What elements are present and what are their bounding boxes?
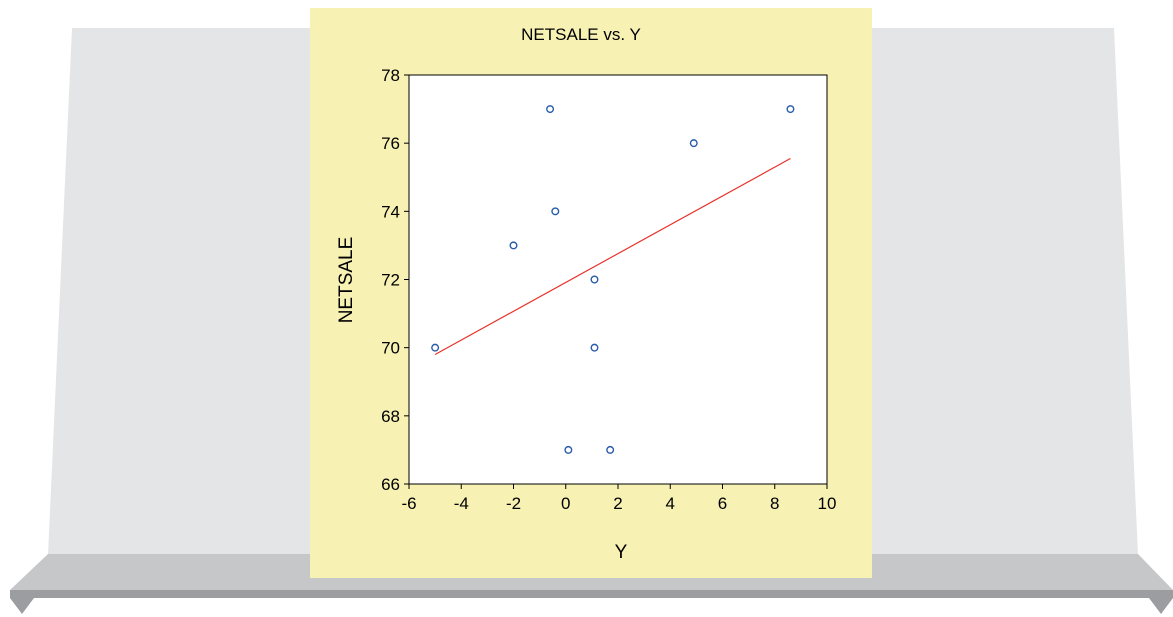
data-point	[551, 207, 560, 216]
x-axis: -6 -4 -2 0 2 4 6 8 10	[401, 484, 836, 513]
right-arrow-icon	[1149, 598, 1173, 614]
chart-panel: NETSALE vs. Y 66 68 70 72 74 76 78 -6 -4 -2 0 2 4 6 8…	[310, 8, 872, 578]
x-tick-label: 8	[770, 494, 779, 513]
data-point	[431, 343, 440, 352]
y-axis: 66 68 70 72 74 76 78	[381, 66, 409, 494]
x-tick-label: 2	[613, 494, 622, 513]
data-point	[689, 139, 698, 148]
x-tick-label: -6	[401, 494, 416, 513]
y-axis-label: NETSALE	[336, 237, 357, 324]
data-points	[431, 105, 795, 454]
data-point	[509, 241, 518, 250]
data-point	[590, 275, 599, 284]
x-tick-label: 0	[561, 494, 570, 513]
y-tick-label: 72	[381, 271, 400, 290]
x-tick-label: 4	[666, 494, 675, 513]
x-tick-label: 6	[718, 494, 727, 513]
x-tick-label: -2	[506, 494, 521, 513]
y-tick-label: 70	[381, 339, 400, 358]
data-point	[546, 105, 555, 114]
x-tick-label: -4	[454, 494, 469, 513]
x-axis-label: Y	[615, 542, 628, 563]
shelf-edge	[10, 590, 1173, 598]
y-tick-label: 66	[381, 475, 400, 494]
data-point	[786, 105, 795, 114]
y-tick-label: 68	[381, 407, 400, 426]
plot-area	[408, 74, 828, 485]
x-tick-label: 10	[818, 494, 837, 513]
data-point	[564, 445, 573, 454]
y-tick-label: 74	[381, 202, 400, 221]
left-arrow-icon	[10, 598, 34, 614]
fit-line-group	[434, 157, 791, 356]
y-tick-label: 76	[381, 134, 400, 153]
chart-title: NETSALE vs. Y	[521, 25, 641, 44]
regression-line	[434, 157, 791, 356]
data-point	[606, 445, 615, 454]
data-point	[590, 343, 599, 352]
y-tick-label: 78	[381, 66, 400, 85]
